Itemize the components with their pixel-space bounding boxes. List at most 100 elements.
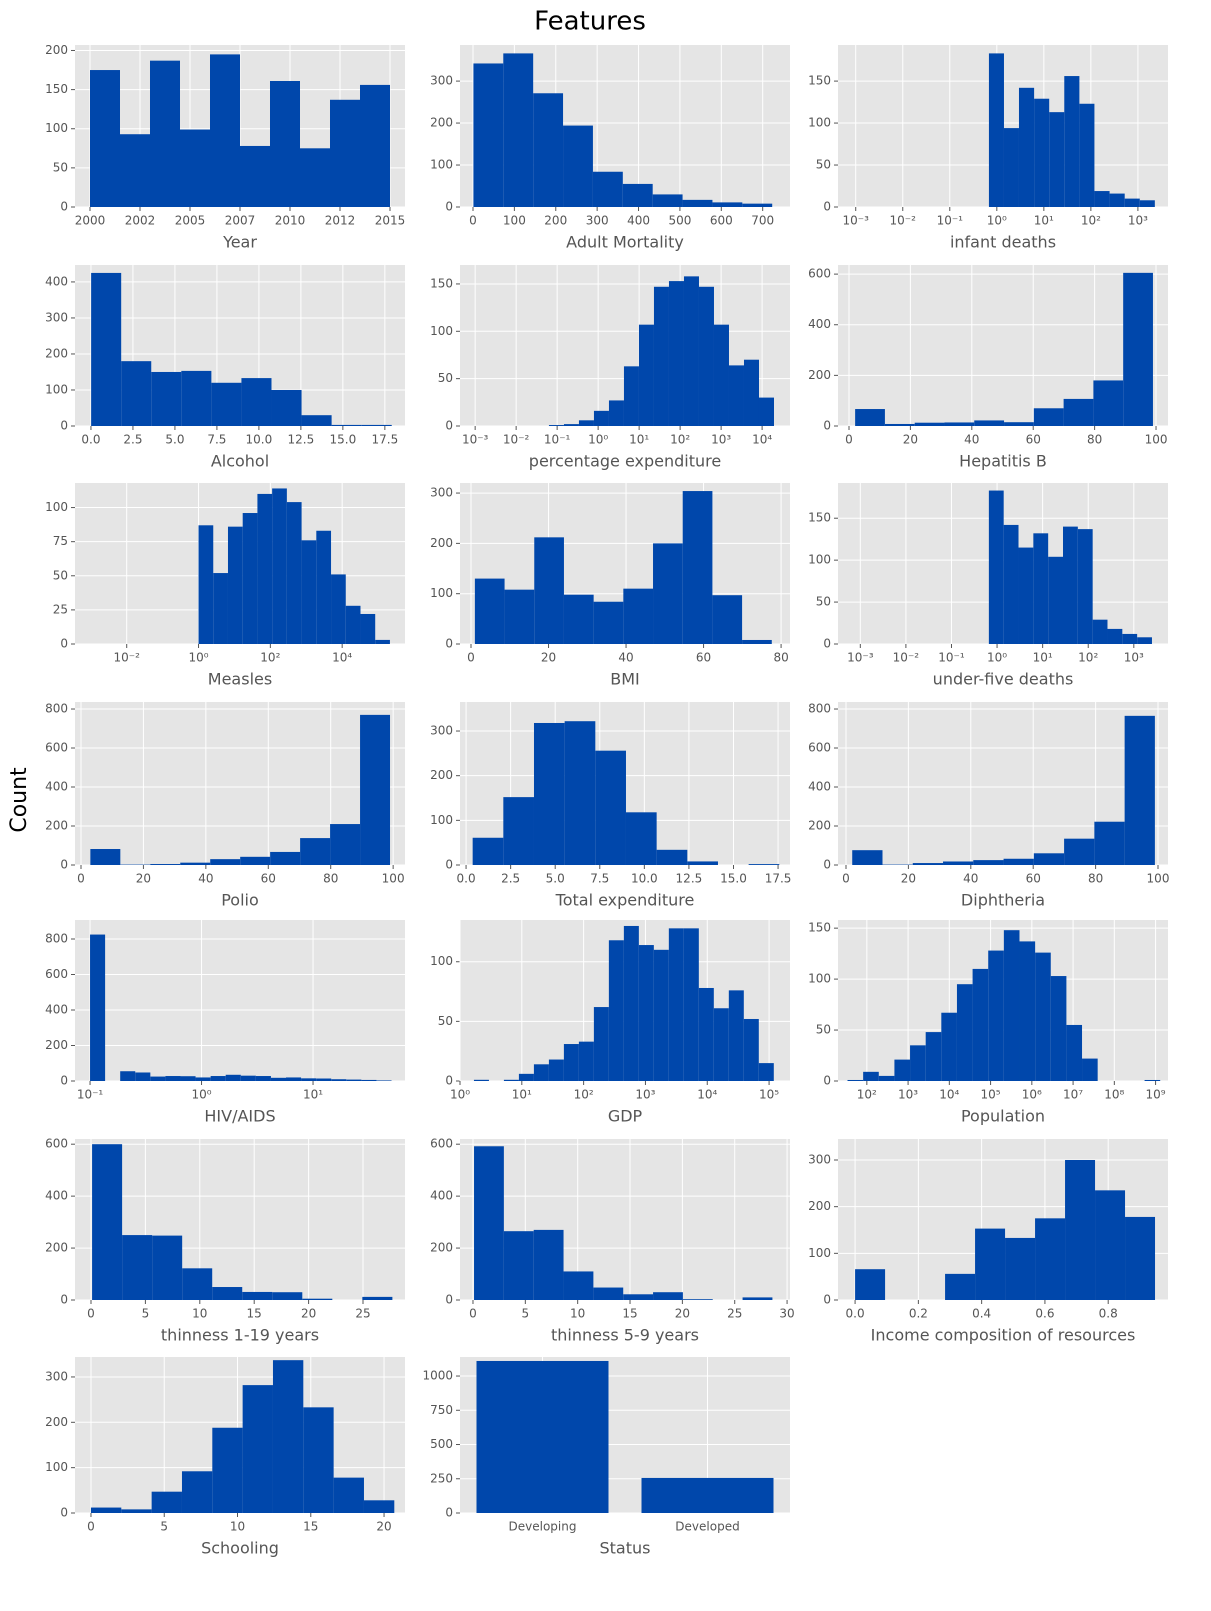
x-tick-label: 0 — [469, 214, 477, 228]
x-tick-label: 200 — [544, 214, 567, 228]
x-tick-label: 10⁻³ — [847, 651, 874, 665]
histogram-bar — [863, 1071, 879, 1081]
histogram-bar — [91, 272, 122, 426]
histogram-bar — [165, 1076, 181, 1081]
x-axis-label: Population — [961, 1107, 1045, 1126]
histogram-bar — [121, 1509, 152, 1513]
histogram-bar — [1003, 930, 1020, 1081]
histogram-bar — [242, 1291, 273, 1300]
y-tick-label: 200 — [45, 819, 68, 833]
y-tick-label: 800 — [808, 702, 831, 716]
histogram-bar — [210, 54, 240, 208]
histogram-bar — [1049, 112, 1065, 207]
histogram-bar — [683, 276, 699, 426]
x-tick-label: 10⁰ — [191, 1088, 211, 1102]
y-tick-label: 800 — [45, 702, 68, 716]
y-tick-label: 200 — [45, 346, 68, 360]
histogram-bar — [608, 400, 624, 426]
x-tick-label: 10⁷ — [1063, 1088, 1083, 1102]
y-tick-label: 100 — [808, 972, 831, 986]
histogram-bar — [1144, 1079, 1161, 1081]
y-tick-label: 800 — [45, 931, 68, 945]
x-tick-label: 0.0 — [81, 433, 100, 447]
y-tick-label: 50 — [816, 595, 831, 609]
y-tick-label: 300 — [430, 724, 453, 738]
histogram-bar — [331, 1079, 347, 1081]
y-tick-label: 100 — [45, 1460, 68, 1474]
y-tick-label: 0 — [445, 200, 453, 214]
histogram-bar — [150, 60, 180, 207]
x-tick-label: 10¹ — [1034, 214, 1054, 228]
histogram-bar — [578, 1041, 594, 1081]
x-tick-label: 0.0 — [846, 1307, 865, 1321]
y-tick-label: 0 — [823, 419, 831, 433]
x-tick-label: 10 — [192, 1307, 207, 1321]
histogram-bar — [316, 530, 332, 644]
histogram-bar — [1033, 533, 1049, 644]
y-tick-label: 150 — [808, 921, 831, 935]
x-axis-label: thinness 1-19 years — [161, 1326, 319, 1345]
histogram-bar — [90, 70, 120, 207]
histogram-bar — [563, 1271, 594, 1300]
y-tick-label: 0 — [445, 1074, 453, 1088]
histogram-bar — [286, 502, 302, 644]
histogram-bar — [361, 1079, 377, 1081]
histogram-bar — [653, 286, 669, 426]
y-tick-label: 50 — [53, 160, 68, 174]
x-tick-label: 5.0 — [165, 433, 184, 447]
x-tick-label: 700 — [751, 214, 774, 228]
y-tick-label: 400 — [45, 780, 68, 794]
y-tick-label: 0 — [823, 1293, 831, 1307]
histogram-bar — [375, 639, 390, 644]
x-tick-label: 400 — [627, 214, 650, 228]
x-tick-label: 10⁻³ — [462, 433, 489, 447]
histogram-bar — [894, 1059, 911, 1081]
y-tick-label: 400 — [45, 1002, 68, 1016]
x-tick-label: 15.0 — [720, 872, 747, 886]
histogram-bar — [972, 968, 989, 1081]
y-tick-label: 200 — [430, 536, 453, 550]
y-tick-label: 25 — [53, 602, 68, 616]
x-tick-label: 80 — [1087, 433, 1102, 447]
y-tick-label: 600 — [808, 267, 831, 281]
y-tick-label: 100 — [430, 813, 453, 827]
histogram-bar — [1034, 98, 1050, 207]
y-tick-label: 0 — [60, 637, 68, 651]
y-tick-label: 100 — [45, 500, 68, 514]
histogram-bar — [1063, 526, 1078, 644]
histogram-bar — [1122, 633, 1138, 644]
histogram-bar — [1065, 1160, 1096, 1300]
histogram-bar — [698, 286, 714, 426]
x-tick-label: 10.0 — [246, 433, 273, 447]
x-tick-label: 10⁻² — [893, 651, 920, 665]
histogram-bar — [988, 53, 1004, 207]
x-tick-label: 10⁵ — [759, 1088, 779, 1102]
histogram-bar — [503, 1231, 534, 1300]
x-axis-label: HIV/AIDS — [204, 1107, 275, 1126]
x-tick-label: 10⁻¹ — [937, 214, 964, 228]
histogram-bar — [563, 594, 594, 644]
histogram-bar — [910, 1045, 926, 1081]
histogram-bar — [225, 1074, 241, 1081]
y-tick-label: 50 — [438, 1014, 453, 1028]
x-tick-label: 5 — [142, 1307, 150, 1321]
x-tick-label: 10⁻¹ — [77, 1088, 104, 1102]
histogram-bar — [303, 1407, 334, 1513]
histogram-bar — [1109, 193, 1125, 207]
x-tick-label: 2015 — [375, 214, 406, 228]
x-tick-label: 0.4 — [972, 1307, 991, 1321]
y-tick-label: 200 — [430, 1241, 453, 1255]
x-axis-label: Polio — [221, 891, 259, 910]
histogram-bar — [120, 134, 150, 207]
histogram-bar — [241, 378, 272, 426]
histogram-bar — [271, 389, 302, 426]
x-tick-label: 2010 — [275, 214, 306, 228]
x-tick-label: 12.5 — [288, 433, 315, 447]
x-axis-label: percentage expenditure — [529, 452, 721, 471]
x-tick-label: 80 — [773, 651, 788, 665]
y-axis-label: Count — [7, 767, 32, 833]
y-tick-label: 250 — [430, 1471, 453, 1485]
histogram-bar — [151, 371, 182, 426]
x-tick-label: 20 — [675, 1307, 690, 1321]
x-tick-label: 0.8 — [1099, 1307, 1118, 1321]
